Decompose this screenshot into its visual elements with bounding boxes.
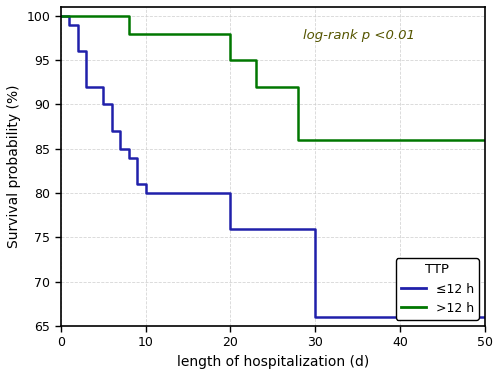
X-axis label: length of hospitalization (d): length of hospitalization (d): [177, 355, 369, 369]
Text: log-rank p <0.01: log-rank p <0.01: [302, 29, 414, 42]
Legend: ≤12 h, >12 h: ≤12 h, >12 h: [396, 258, 479, 320]
Y-axis label: Survival probability (%): Survival probability (%): [7, 85, 21, 248]
